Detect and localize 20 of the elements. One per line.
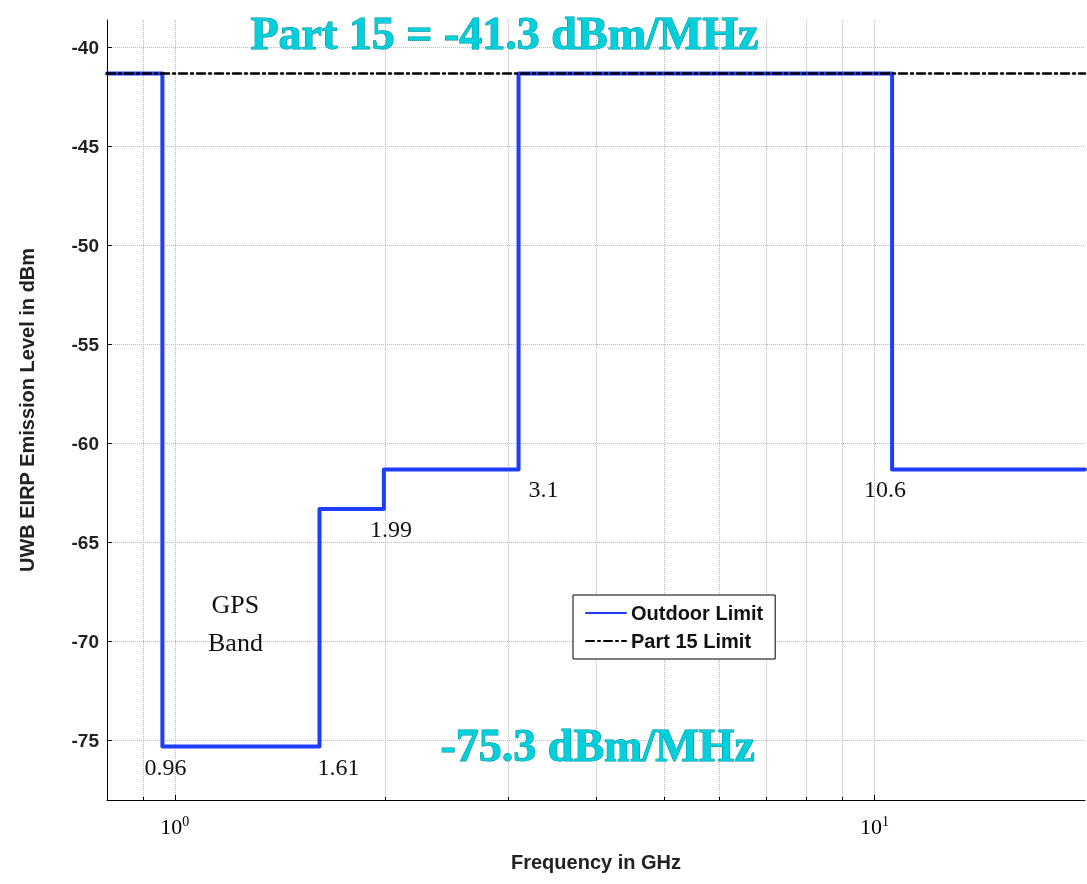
y-tick-label: -60	[71, 433, 99, 455]
legend-label: Part 15 Limit	[631, 630, 752, 652]
y-tick-label: -40	[71, 37, 99, 59]
legend-label: Outdoor Limit	[631, 602, 764, 624]
y-tick-label: -75	[71, 730, 100, 752]
annotation: 1.61	[317, 753, 360, 780]
annotation: 3.1	[528, 476, 559, 503]
annotation: 0.96	[144, 753, 187, 780]
y-tick-label: -45	[71, 136, 100, 158]
annotation: Part 15 = -41.3 dBm/MHz	[250, 8, 759, 59]
y-tick-label: -55	[71, 334, 100, 356]
annotation: -75.3 dBm/MHz	[440, 720, 755, 771]
annotation: GPS Band	[208, 589, 263, 657]
y-tick-label: -50	[71, 235, 99, 257]
annotation: 10.6	[864, 476, 907, 503]
annotation: 1.99	[369, 515, 412, 542]
y-tick-label: -70	[71, 631, 99, 653]
y-axis-title: UWB EIRP Emission Level in dBm	[16, 247, 38, 573]
y-tick-label: -65	[71, 532, 100, 554]
x-axis-title: Frequency in GHz	[510, 851, 682, 873]
